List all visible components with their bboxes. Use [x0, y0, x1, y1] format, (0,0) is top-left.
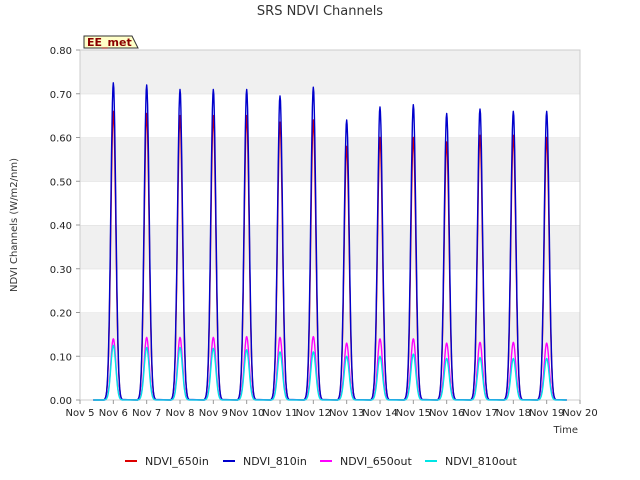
legend-label: NDVI_810out	[445, 455, 517, 468]
ee-met-label: EE_met	[87, 36, 132, 49]
y-tick-label: 0.30	[50, 265, 72, 276]
grid-band	[80, 356, 580, 400]
grid-bands	[80, 49, 580, 400]
y-tick-label: 0.60	[50, 134, 72, 145]
legend-label: NDVI_810in	[243, 455, 307, 468]
legend-label: NDVI_650in	[145, 455, 209, 468]
x-tick-label: Nov 19	[529, 408, 564, 419]
grid-band	[80, 93, 580, 138]
x-tick-label: Nov 9	[199, 408, 228, 419]
grid-band	[80, 268, 580, 313]
grid-band	[80, 137, 580, 182]
legend: NDVI_650in NDVI_810in NDVI_650out NDVI_810o…	[125, 455, 517, 468]
y-tick-label: 0.40	[50, 221, 72, 232]
x-tick-label: Nov 18	[496, 408, 531, 419]
x-tick-label: Nov 12	[296, 408, 331, 419]
chart-title: SRS NDVI Channels	[257, 4, 383, 19]
x-tick-label: Nov 14	[362, 408, 397, 419]
y-axis-label: NDVI Channels (W/m2/nm)	[9, 158, 20, 292]
x-tick-label: Nov 13	[329, 408, 364, 419]
x-tick-label: Nov 7	[132, 408, 161, 419]
series-line-ndvi-810out	[93, 344, 567, 401]
y-tick-label: 0.80	[50, 46, 72, 57]
ee-met-badge: EE_met	[83, 35, 139, 49]
x-tick-label: Nov 16	[429, 408, 464, 419]
y-axis-ticks: 0.00 0.10 0.20 0.30 0.40 0.50 0.60 0.70 0.80	[50, 46, 80, 407]
grid-band	[80, 181, 580, 225]
x-tick-label: Nov 17	[462, 408, 497, 419]
x-tick-label: Nov 6	[99, 408, 128, 419]
x-tick-label: Nov 11	[262, 408, 297, 419]
legend-label: NDVI_650out	[340, 455, 412, 468]
grid-band	[80, 50, 580, 94]
series-layer	[93, 82, 567, 401]
y-tick-label: 0.20	[50, 309, 72, 320]
grid-band	[80, 312, 580, 357]
y-tick-label: 0.70	[50, 90, 72, 101]
x-tick-label: Nov 10	[229, 408, 264, 419]
y-tick-label: 0.10	[50, 352, 72, 363]
grid-band	[80, 225, 580, 269]
x-tick-label: Nov 20	[562, 408, 597, 419]
x-axis-label: Time	[553, 425, 578, 436]
x-tick-label: Nov 5	[65, 408, 94, 419]
y-tick-label: 0.50	[50, 177, 72, 188]
x-tick-label: Nov 8	[165, 408, 194, 419]
y-tick-label: 0.00	[50, 396, 72, 407]
x-tick-label: Nov 15	[396, 408, 431, 419]
